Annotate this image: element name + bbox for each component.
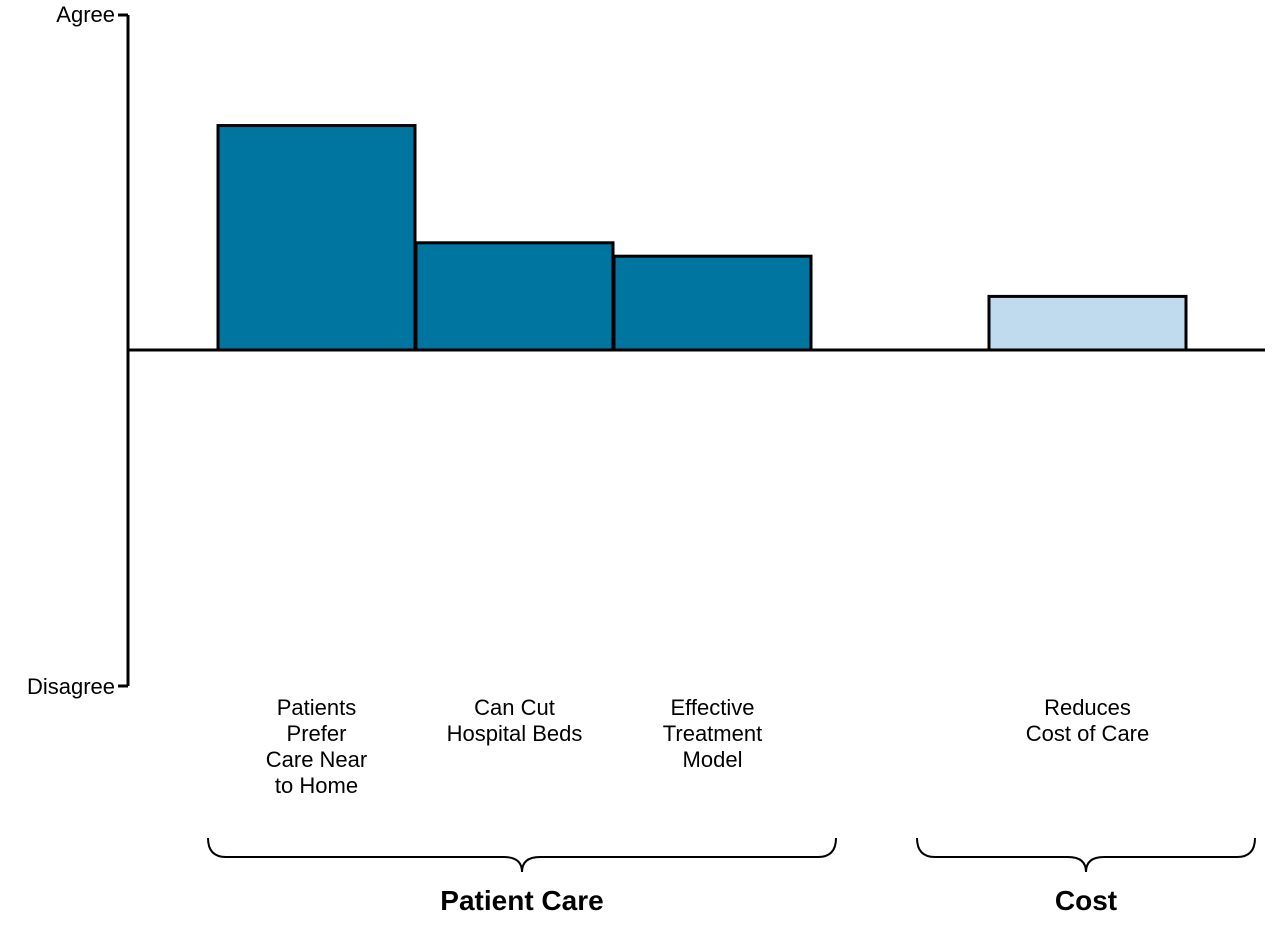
group-label: Patient Care: [440, 885, 603, 916]
group-braces: [207, 837, 1256, 873]
category-label: Effective Treatment Model: [663, 695, 762, 772]
bar: [612, 254, 813, 352]
group-brace: [916, 837, 1256, 873]
y-axis-bottom-label: Disagree: [27, 674, 115, 699]
category-label: Can Cut Hospital Beds: [447, 695, 583, 746]
group-label: Cost: [1055, 885, 1117, 916]
y-axis-top-label: Agree: [56, 2, 115, 27]
bar: [987, 294, 1188, 352]
category-label: Patients Prefer Care Near to Home: [266, 695, 367, 798]
category-labels: Patients Prefer Care Near to Home Can Cut Hos…: [266, 695, 1149, 798]
bars: [216, 124, 1188, 352]
group-brace: [207, 837, 837, 873]
group-labels: Patient Care Cost: [440, 885, 1117, 916]
bar: [216, 124, 417, 352]
bar: [414, 241, 615, 352]
category-label: Reduces Cost of Care: [1026, 695, 1150, 746]
